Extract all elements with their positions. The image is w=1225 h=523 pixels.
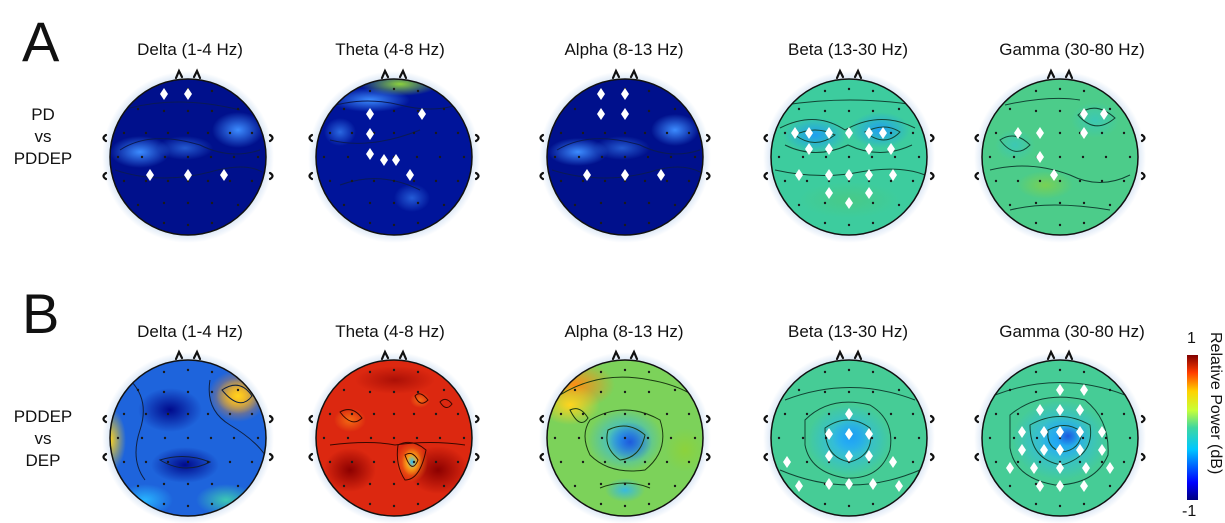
band-title-b-beta: Beta (13-30 Hz)	[788, 322, 908, 341]
band-title-a-gamma: Gamma (30-80 Hz)	[999, 40, 1145, 59]
colorbar	[1187, 355, 1198, 500]
band-title-b-theta: Theta (4-8 Hz)	[335, 322, 445, 341]
topomap-b-theta	[308, 350, 480, 523]
topomap-b-delta	[102, 350, 274, 523]
row-label-a-line2: vs	[34, 127, 52, 146]
band-title-b-alpha: Alpha (8-13 Hz)	[564, 322, 684, 341]
topomap-b-beta	[763, 350, 935, 523]
row-label-b-line3: DEP	[25, 451, 61, 470]
panel-letter-b: B	[22, 282, 60, 345]
topomap-a-theta	[308, 69, 480, 243]
row-label-a-line3: PDDEP	[13, 149, 73, 168]
colorbar-max-label: 1	[1187, 330, 1196, 347]
band-title-a-theta: Theta (4-8 Hz)	[335, 40, 445, 59]
panel-letter-a: A	[22, 10, 60, 73]
colorbar-min-label: -1	[1182, 503, 1197, 520]
topomap-b-alpha	[539, 350, 711, 523]
band-title-a-beta: Beta (13-30 Hz)	[788, 40, 908, 59]
row-label-a: PD vs PDDEP	[0, 104, 88, 170]
topomap-a-gamma	[974, 69, 1146, 243]
row-label-b: PDDEP vs DEP	[0, 406, 88, 472]
topomap-a-beta	[763, 69, 935, 243]
band-title-a-delta: Delta (1-4 Hz)	[137, 40, 243, 59]
band-title-b-delta: Delta (1-4 Hz)	[137, 322, 243, 341]
topomap-a-alpha	[539, 69, 711, 243]
row-label-a-line1: PD	[31, 105, 55, 124]
topomap-b-gamma	[974, 350, 1146, 523]
row-label-b-line2: vs	[34, 429, 52, 448]
band-title-b-gamma: Gamma (30-80 Hz)	[999, 322, 1145, 341]
band-title-a-alpha: Alpha (8-13 Hz)	[564, 40, 684, 59]
row-label-b-line1: PDDEP	[13, 407, 73, 426]
topomap-a-delta	[102, 69, 274, 243]
